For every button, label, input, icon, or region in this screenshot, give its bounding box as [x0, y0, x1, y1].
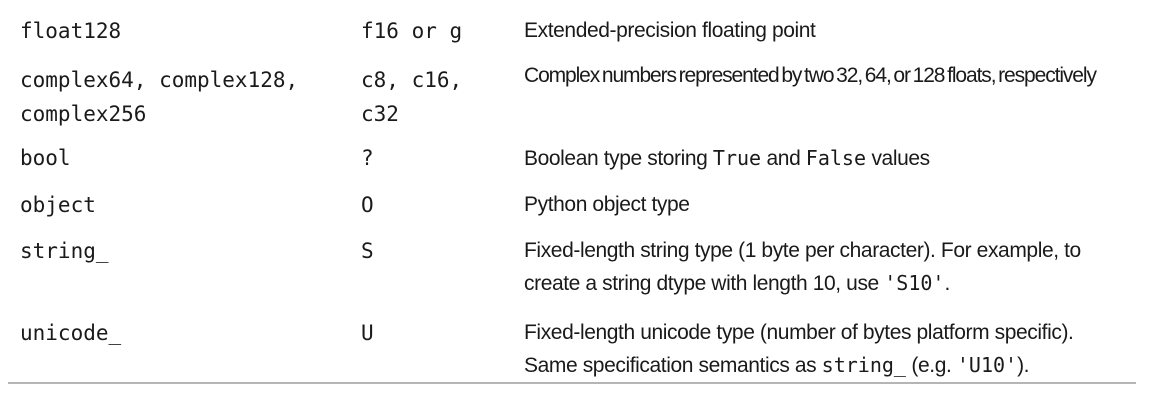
table-bottom-rule — [8, 382, 1136, 384]
description-cell: Extended-precision floating point — [524, 19, 816, 42]
description-cell: Python object type — [524, 193, 690, 216]
type-cell: bool — [20, 146, 71, 170]
code-literal-true: True — [712, 146, 762, 170]
type-cell: float128 — [20, 19, 122, 43]
code-cell: ? — [361, 146, 374, 170]
code-cell: f16 or g — [361, 19, 463, 43]
type-cell: object — [20, 193, 96, 217]
description-text: (e.g. — [905, 354, 957, 377]
code-literal-string: string_ — [821, 353, 906, 377]
description-text: values — [866, 147, 930, 170]
code-cell: O — [361, 193, 374, 217]
code-cell: S — [361, 239, 374, 263]
description-text: Fixed-length string type (1 byte per cha… — [524, 239, 1081, 295]
code-literal-false: False — [805, 146, 867, 170]
code-literal-u10: 'U10' — [956, 353, 1018, 377]
description-text: and — [761, 147, 806, 170]
description-text: ). — [1017, 354, 1030, 377]
code-cell: U — [361, 321, 374, 345]
code-cell: c8, c16, c32 — [361, 68, 463, 126]
description-text: Fixed-length unicode type (number of byt… — [524, 321, 1074, 377]
type-cell: unicode_ — [20, 321, 122, 345]
type-cell: string_ — [20, 239, 109, 263]
code-literal-s10: 'S10' — [884, 271, 945, 295]
description-cell: Complex numbers represented by two 32, 6… — [524, 64, 1097, 87]
description-cell: Fixed-length unicode type (number of byt… — [524, 317, 1120, 382]
type-cell: complex64, complex128, complex256 — [20, 68, 299, 126]
description-cell: Fixed-length string type (1 byte per cha… — [524, 235, 1120, 300]
description-text: . — [944, 272, 950, 295]
description-cell: Boolean type storing True and False valu… — [524, 142, 1124, 175]
description-text: Boolean type storing — [524, 147, 713, 170]
